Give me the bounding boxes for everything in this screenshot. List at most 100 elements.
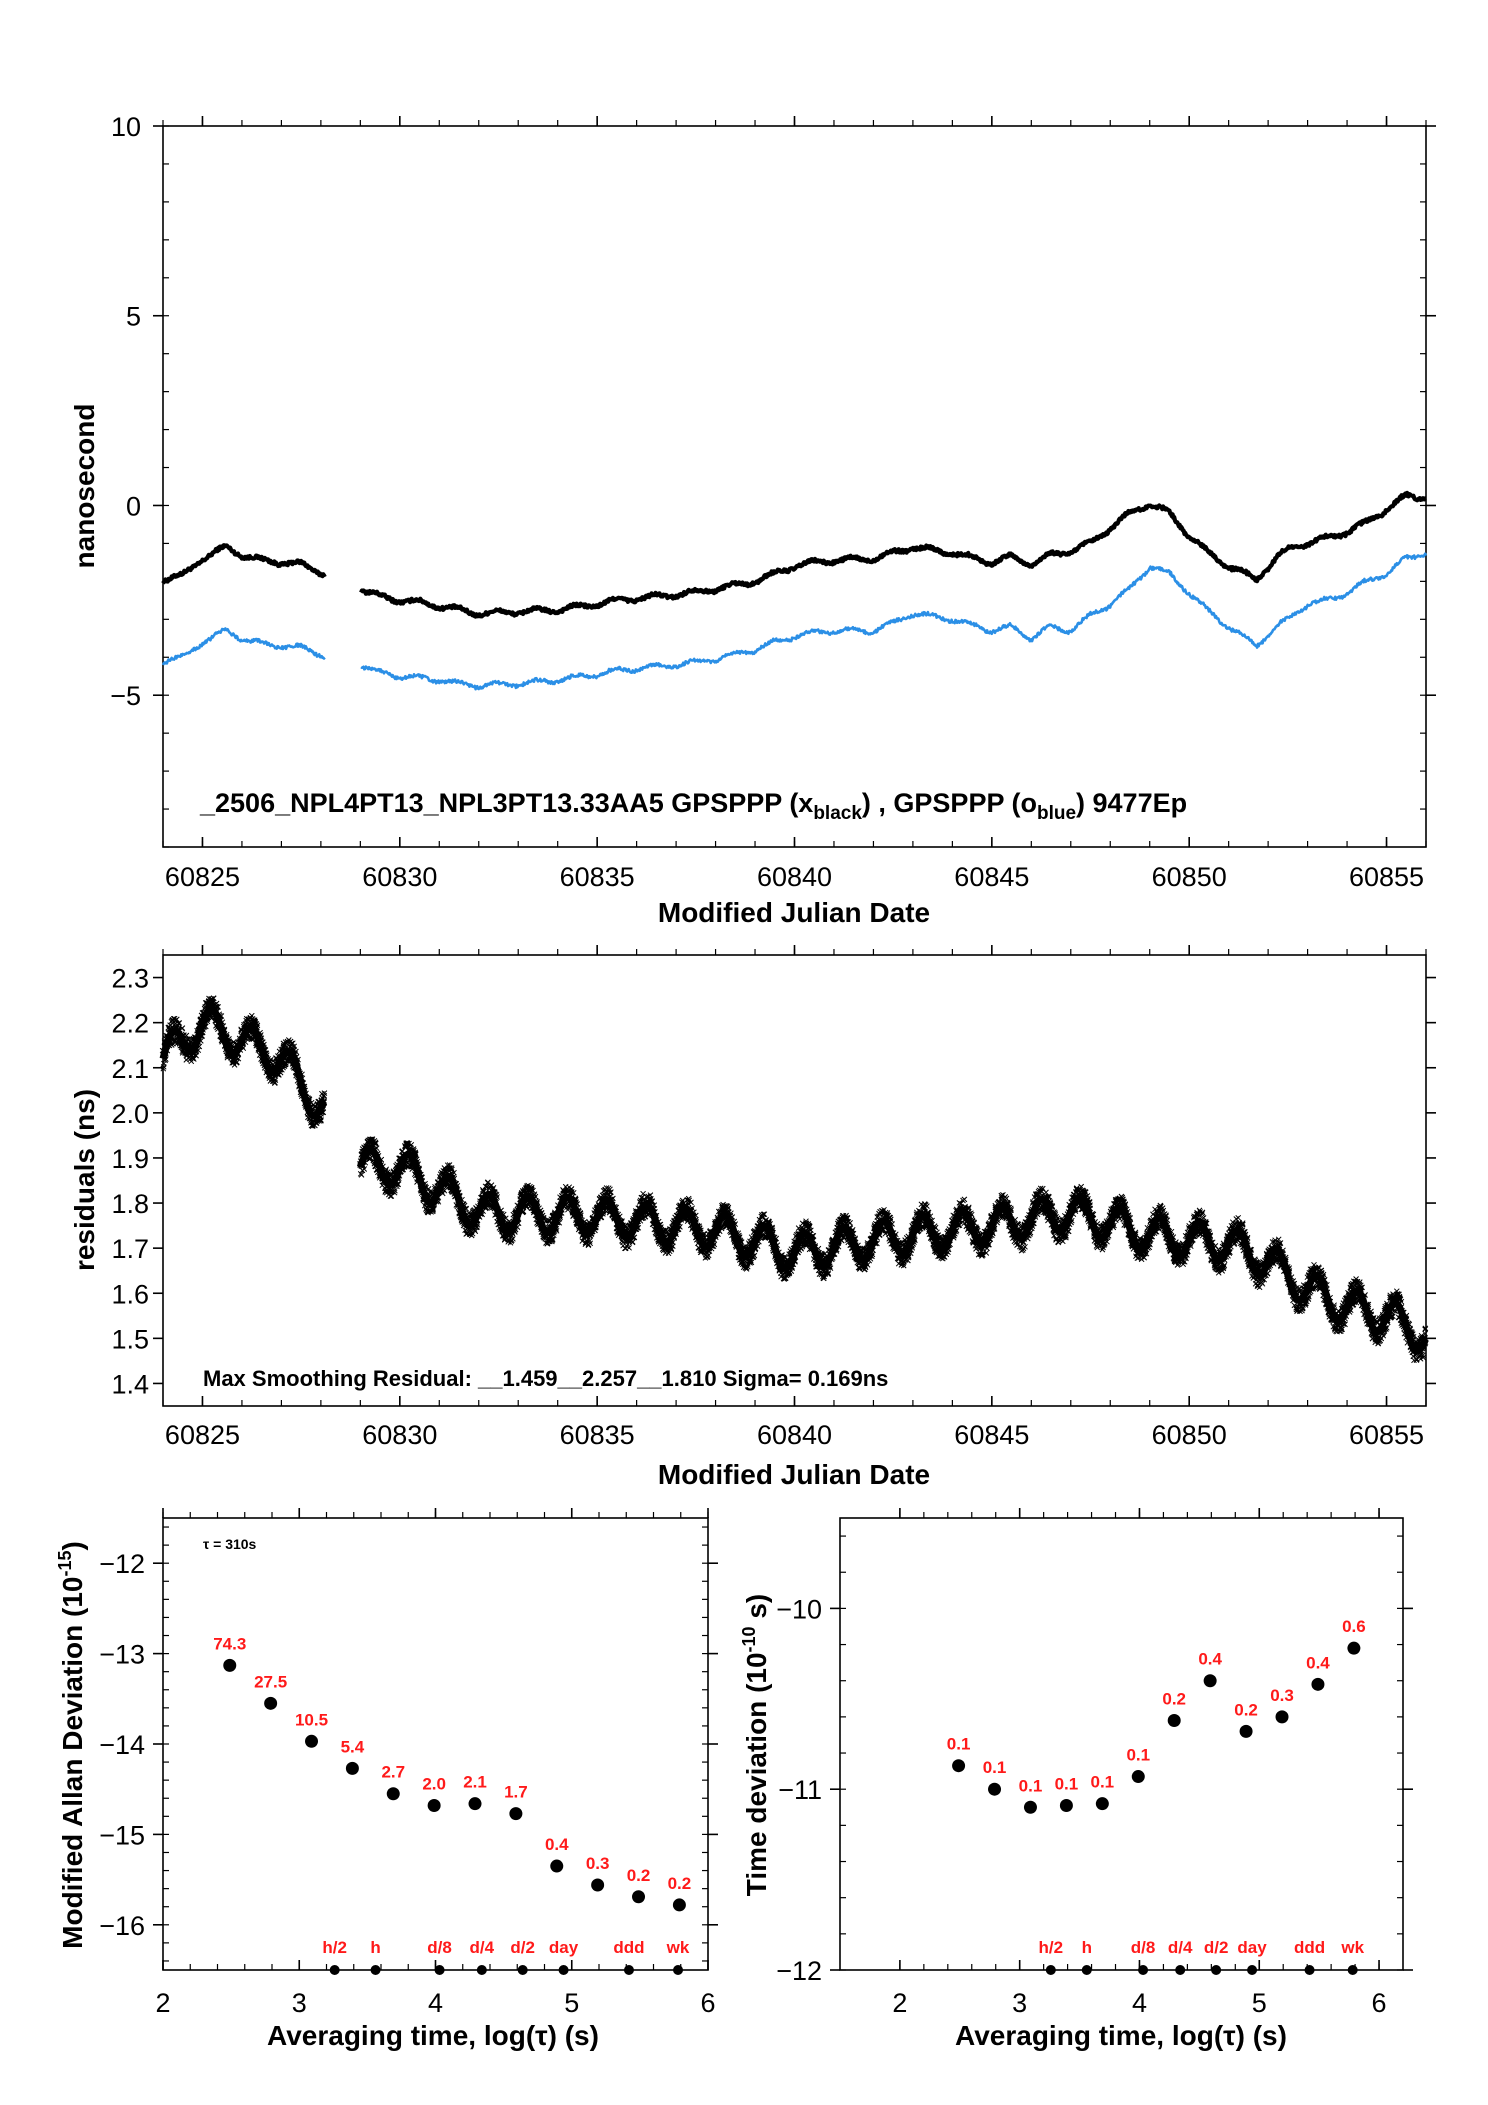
x-tick-label: 5 [564, 1988, 579, 2018]
black-series-line-segment [359, 490, 1428, 619]
residual-band [356, 1145, 1429, 1355]
x-axis-title: Modified Julian Date [658, 897, 930, 928]
tau-note: τ = 310s [203, 1536, 257, 1552]
x-tick-label: 60830 [362, 1420, 437, 1450]
plot-frame [839, 1517, 1404, 1971]
x-tick-label: 60835 [560, 1420, 635, 1450]
plot-frame [162, 1517, 709, 1971]
tau-marker [1347, 1965, 1358, 1975]
x-tick-label: 3 [292, 1988, 307, 2018]
y-axis-title: residuals (ns) [69, 1089, 100, 1271]
y-tick-label: 10 [111, 112, 141, 142]
data-point [264, 1696, 278, 1710]
x-tick-labels: 60825 60830 60835 60840 60845 60850 60855 [165, 862, 1424, 892]
data-point [1347, 1641, 1361, 1655]
x-tick-label: 60835 [560, 862, 635, 892]
tau-marker-label: wk [1340, 1938, 1364, 1957]
x-tick-label: 6 [1372, 1988, 1387, 2018]
tick-marks [153, 116, 1436, 848]
x-axis-title: Modified Julian Date [658, 1459, 930, 1490]
tau-marker [673, 1965, 684, 1975]
tau-marker [329, 1965, 340, 1975]
tau-marker-label: wk [666, 1938, 690, 1957]
data-points: 74.3 27.5 10.5 5.4 2.7 2.0 2.1 1.7 0.4 0.3 0.2 0.2 h… [213, 1634, 691, 1975]
data-point [550, 1859, 564, 1873]
tau-marker-label: h/2 [1039, 1938, 1064, 1957]
time-series-panel: 60825 60830 60835 60840 60845 60850 60855 10 5 0… [69, 112, 1436, 928]
point-value-label: 2.1 [463, 1773, 487, 1792]
data-point [952, 1759, 966, 1773]
residuals-panel: 60825 60830 60835 60840 60845 60850 60855 2.32… [69, 945, 1436, 1490]
tick-marks [153, 945, 1436, 1406]
tau-marker-label: d/4 [470, 1938, 495, 1957]
point-value-label: 0.3 [1270, 1686, 1294, 1705]
x-tick-label: 4 [1132, 1988, 1147, 2018]
data-point [1167, 1713, 1181, 1727]
data-point [1275, 1710, 1289, 1724]
point-value-label: 0.1 [983, 1758, 1007, 1777]
point-value-label: 0.4 [545, 1835, 569, 1854]
tau-marker [1211, 1965, 1222, 1975]
x-axis-title: Averaging time, log(τ) (s) [267, 2020, 599, 2051]
tau-marker-label: h [370, 1938, 380, 1957]
y-tick-label: 1.5 [111, 1324, 149, 1354]
blue-series-line-segment [360, 552, 1428, 691]
tau-marker [434, 1965, 445, 1975]
y-tick-label: 1.6 [111, 1279, 149, 1309]
point-value-label: 0.1 [1091, 1773, 1115, 1792]
point-value-label: 0.3 [586, 1854, 610, 1873]
tau-marker [623, 1965, 634, 1975]
y-tick-label: −5 [110, 681, 141, 711]
y-tick-label: −15 [99, 1820, 145, 1850]
tau-marker-label: ddd [1294, 1938, 1325, 1957]
residual-band [159, 1005, 328, 1119]
data-points: 0.1 0.1 0.1 0.1 0.1 0.1 0.2 0.4 0.2 0.3 0.4 0.6 h/2 h… [947, 1617, 1366, 1975]
x-tick-label: 60845 [954, 862, 1029, 892]
data-series [161, 490, 1428, 691]
tau-marker-label: h [1082, 1938, 1092, 1957]
point-value-label: 74.3 [213, 1634, 246, 1653]
data-point [427, 1798, 441, 1812]
blue-series-line-segment [161, 627, 326, 666]
x-tick-label: 60845 [954, 1420, 1029, 1450]
data-point [672, 1898, 686, 1912]
y-tick-label: 1.7 [111, 1234, 149, 1264]
point-value-label: 5.4 [341, 1737, 365, 1756]
x-tick-label: 60850 [1152, 1420, 1227, 1450]
tau-marker [1247, 1965, 1258, 1975]
y-tick-label: −11 [778, 1775, 822, 1805]
x-tick-labels: 60825 60830 60835 60840 60845 60850 60855 [165, 1420, 1424, 1450]
x-tick-label: 3 [1012, 1988, 1027, 2018]
point-value-label: 0.6 [1342, 1617, 1366, 1636]
y-tick-label: 0 [126, 491, 141, 521]
y-tick-labels: 2.3 2.2 2.1 2.0 1.9 1.8 1.7 1.6 1.5 1.4 [111, 964, 149, 1400]
x-tick-label: 60825 [165, 862, 240, 892]
data-point [988, 1782, 1002, 1796]
tau-marker-label: ddd [613, 1938, 644, 1957]
plot-frame [162, 125, 1427, 848]
y-tick-labels: −12 −13 −14 −15 −16 [99, 1549, 145, 1941]
point-value-label: 0.4 [1306, 1653, 1330, 1672]
data-point [1203, 1674, 1217, 1688]
x-tick-label: 60855 [1349, 1420, 1424, 1450]
data-point [591, 1878, 605, 1892]
tau-marker [1045, 1965, 1056, 1975]
point-value-label: 0.2 [627, 1866, 651, 1885]
y-tick-label: 1.8 [111, 1189, 149, 1219]
point-value-label: 0.2 [1234, 1700, 1258, 1719]
x-tick-label: 60825 [165, 1420, 240, 1450]
plot-frame [162, 954, 1427, 1407]
x-tick-label: 60830 [362, 862, 437, 892]
tick-marks [830, 1508, 1413, 1971]
residual-scatter-marks [159, 995, 1429, 1364]
tau-marker [558, 1965, 569, 1975]
tau-marker-label: d/8 [427, 1938, 452, 1957]
x-tick-label: 60840 [757, 862, 832, 892]
tau-marker [370, 1965, 381, 1975]
point-value-label: 0.1 [1019, 1776, 1043, 1795]
data-point [1059, 1798, 1073, 1812]
tau-marker [1304, 1965, 1315, 1975]
point-value-label: 0.2 [1162, 1689, 1186, 1708]
data-point [345, 1761, 359, 1775]
annotation-text: _2506_NPL4PT13_NPL3PT13.33AA5 GPSPPP (xb… [199, 788, 1187, 824]
